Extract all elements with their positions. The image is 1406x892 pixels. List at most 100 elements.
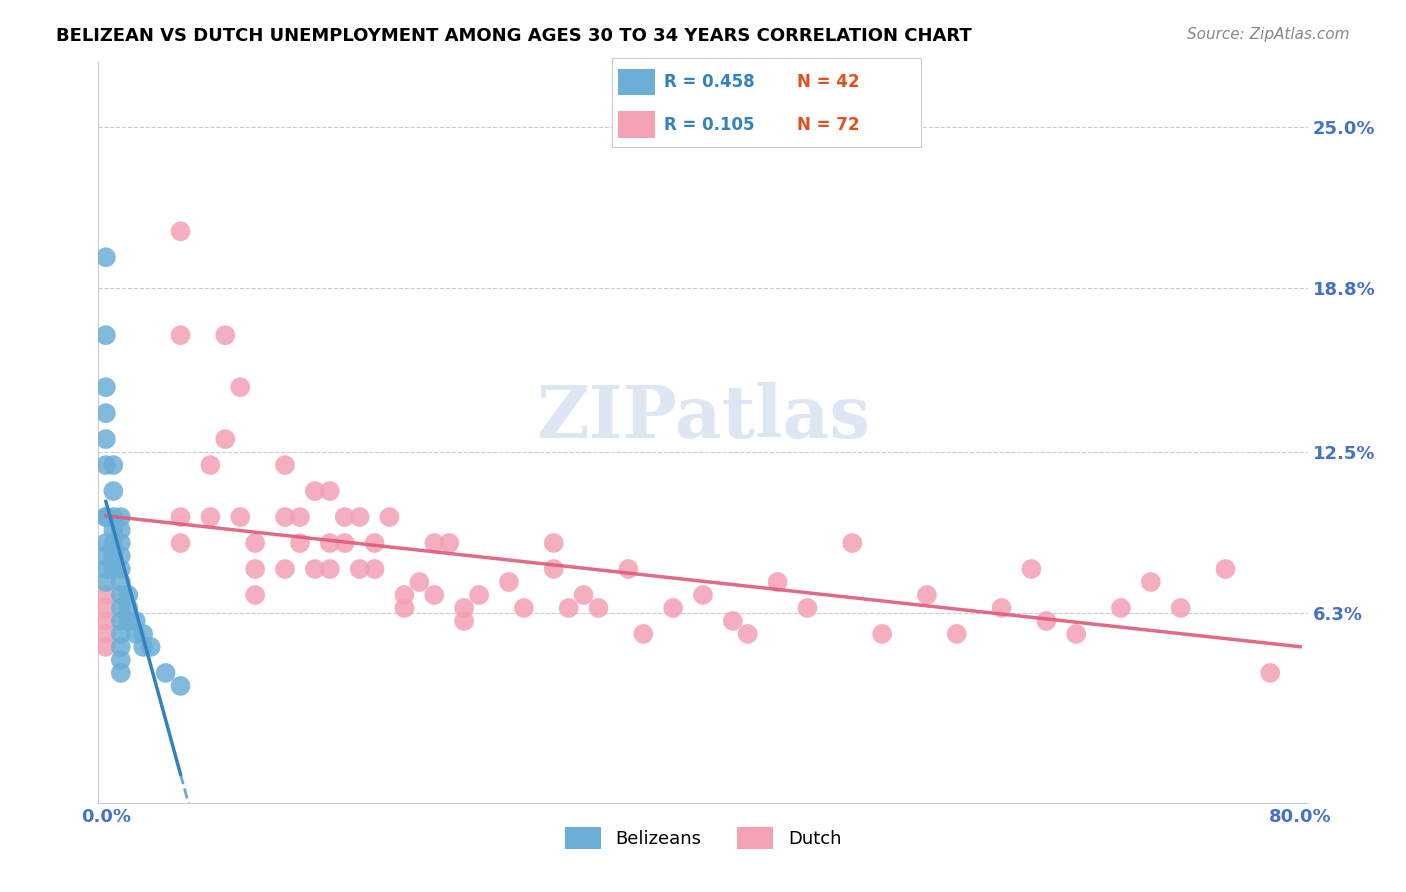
Point (274, 510, 297, 524)
Point (94, 614, 117, 628)
Point (617, 562, 640, 576)
Legend: Belizeans, Dutch: Belizeans, Dutch (557, 821, 849, 856)
Point (110, 653, 132, 667)
Point (1109, 601, 1132, 615)
Point (103, 510, 125, 524)
Point (423, 588, 446, 602)
Point (692, 588, 714, 602)
Point (169, 328, 191, 343)
Point (363, 536, 385, 550)
Point (94, 406, 117, 420)
Text: R = 0.458: R = 0.458 (664, 73, 755, 91)
Point (468, 588, 491, 602)
Point (319, 562, 342, 576)
Point (169, 224, 191, 238)
Point (1140, 574, 1163, 589)
Point (304, 562, 326, 576)
Point (319, 484, 342, 499)
Point (200, 458, 222, 472)
Point (110, 627, 132, 641)
Point (990, 601, 1012, 615)
Point (841, 536, 863, 550)
Point (363, 562, 385, 576)
Point (572, 588, 595, 602)
Point (169, 536, 191, 550)
Point (319, 536, 342, 550)
Point (117, 588, 139, 602)
Point (94, 250, 117, 264)
Point (453, 614, 475, 628)
Point (1064, 627, 1087, 641)
Point (94, 588, 117, 602)
Point (94, 601, 117, 615)
Point (870, 627, 893, 641)
Point (110, 640, 132, 654)
Point (94, 574, 117, 589)
Point (125, 614, 148, 628)
Text: N = 42: N = 42 (797, 73, 859, 91)
Point (766, 574, 789, 589)
Point (103, 523, 125, 537)
Point (132, 640, 155, 654)
Point (543, 562, 565, 576)
Point (117, 614, 139, 628)
Point (155, 665, 177, 680)
Point (721, 614, 744, 628)
Point (915, 588, 938, 602)
Point (110, 601, 132, 615)
Point (110, 574, 132, 589)
Point (103, 562, 125, 576)
Point (94, 328, 117, 343)
Point (543, 536, 565, 550)
Point (423, 536, 446, 550)
Point (94, 627, 117, 641)
Point (1021, 562, 1043, 576)
Point (214, 432, 236, 446)
Point (94, 380, 117, 394)
Point (103, 549, 125, 563)
Point (110, 510, 132, 524)
Point (394, 588, 416, 602)
Point (1170, 601, 1192, 615)
Point (378, 510, 401, 524)
Point (349, 562, 371, 576)
Point (737, 627, 759, 641)
Point (1258, 665, 1281, 680)
Text: N = 72: N = 72 (797, 116, 859, 134)
Point (243, 536, 266, 550)
Point (94, 458, 117, 472)
Point (439, 536, 461, 550)
Point (453, 601, 475, 615)
Point (110, 562, 132, 576)
Point (333, 510, 356, 524)
Point (200, 510, 222, 524)
Point (243, 588, 266, 602)
Point (274, 562, 297, 576)
Point (304, 484, 326, 499)
Point (94, 510, 117, 524)
Point (662, 601, 685, 615)
Point (513, 601, 536, 615)
Point (274, 458, 297, 472)
Point (110, 614, 132, 628)
Point (588, 601, 610, 615)
Point (1215, 562, 1237, 576)
Point (333, 536, 356, 550)
Point (103, 484, 125, 499)
Point (139, 640, 162, 654)
Point (498, 574, 520, 589)
Point (110, 536, 132, 550)
Point (110, 549, 132, 563)
Point (408, 574, 430, 589)
Point (633, 627, 655, 641)
Point (243, 562, 266, 576)
Point (288, 536, 311, 550)
Point (132, 627, 155, 641)
Text: BELIZEAN VS DUTCH UNEMPLOYMENT AMONG AGES 30 TO 34 YEARS CORRELATION CHART: BELIZEAN VS DUTCH UNEMPLOYMENT AMONG AGE… (56, 27, 972, 45)
Text: R = 0.105: R = 0.105 (664, 116, 755, 134)
FancyBboxPatch shape (617, 112, 655, 138)
Point (94, 640, 117, 654)
FancyBboxPatch shape (617, 69, 655, 95)
Point (117, 601, 139, 615)
Point (110, 523, 132, 537)
